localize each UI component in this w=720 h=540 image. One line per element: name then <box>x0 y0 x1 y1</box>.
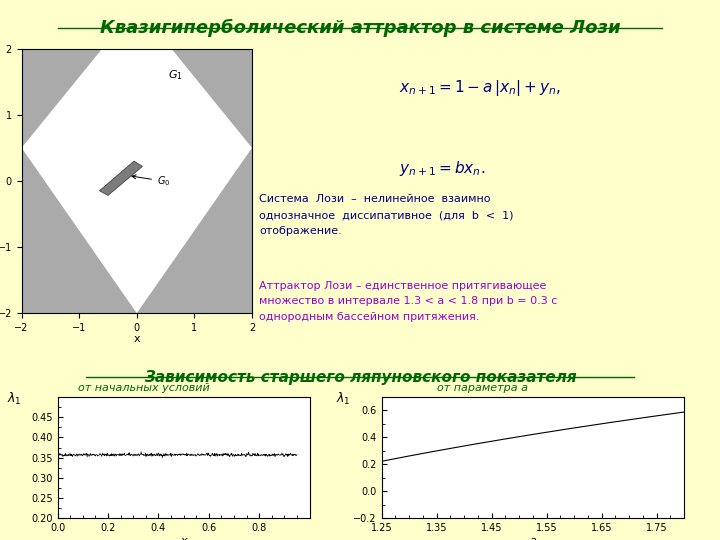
Text: Система  Лози  –  нелинейное  взаимно
однозначное  диссипативное  (для  b  <  1): Система Лози – нелинейное взаимно однозн… <box>259 194 513 235</box>
X-axis label: x: x <box>133 334 140 345</box>
Text: $\lambda_1$: $\lambda_1$ <box>7 391 22 407</box>
Text: $y_{n+1} = bx_n.$: $y_{n+1} = bx_n.$ <box>399 159 485 178</box>
Polygon shape <box>22 49 102 148</box>
Text: Аттрактор Лози – единственное притягивающее
множество в интервале 1.3 < a < 1.8 : Аттрактор Лози – единственное притягиваю… <box>259 281 557 322</box>
X-axis label: a: a <box>529 536 536 540</box>
Polygon shape <box>22 148 137 313</box>
Text: Зависимость старшего ляпуновского показателя: Зависимость старшего ляпуновского показа… <box>144 370 576 385</box>
Text: Квазигиперболический аттрактор в системе Лози: Квазигиперболический аттрактор в системе… <box>99 19 621 37</box>
Text: $G_0$: $G_0$ <box>132 174 171 188</box>
Text: $\lambda_1$: $\lambda_1$ <box>336 391 351 407</box>
Polygon shape <box>102 49 171 148</box>
Text: $G_1$: $G_1$ <box>168 69 184 82</box>
Text: от начальных условий: от начальных условий <box>78 383 210 394</box>
Text: $x_{n+1} = 1 - a\,|x_n| + y_n,$: $x_{n+1} = 1 - a\,|x_n| + y_n,$ <box>399 78 561 98</box>
Polygon shape <box>137 148 252 313</box>
X-axis label: x: x <box>180 536 187 540</box>
Text: от параметра a: от параметра a <box>437 383 528 394</box>
Polygon shape <box>171 49 252 148</box>
Polygon shape <box>99 161 143 195</box>
